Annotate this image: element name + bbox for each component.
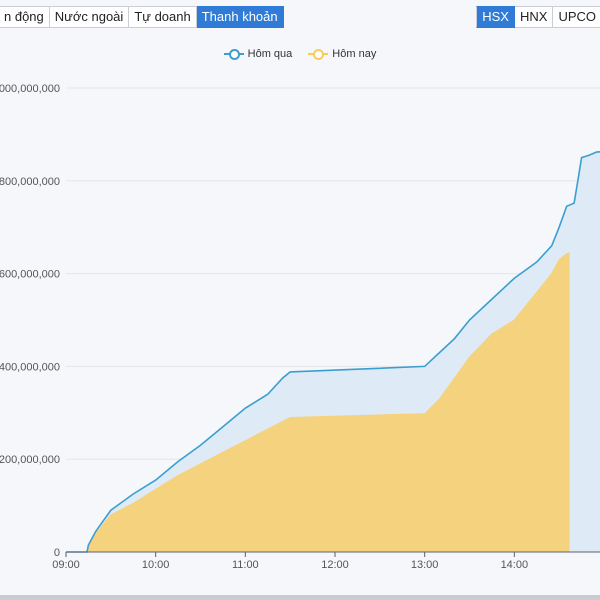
legend-label-today: Hôm nay bbox=[332, 48, 377, 60]
x-tick-label: 13:00 bbox=[411, 559, 439, 571]
series-area-today bbox=[66, 252, 570, 552]
legend-swatch-yesterday bbox=[223, 48, 244, 60]
series-areas bbox=[66, 151, 600, 553]
bottom-scrollbar[interactable] bbox=[0, 595, 600, 600]
x-tick-label: 09:00 bbox=[52, 559, 80, 571]
x-tick-label: 10:00 bbox=[142, 559, 170, 571]
x-tick-label: 11:00 bbox=[232, 559, 259, 571]
tab-thanh-khoan[interactable]: Thanh khoản bbox=[196, 6, 284, 28]
x-tick-label: 14:00 bbox=[501, 559, 529, 571]
y-tick-label: 400,000,000 bbox=[0, 361, 60, 373]
y-tick-label: 1,000,000,000 bbox=[0, 83, 60, 95]
tab-nuoc-ngoai[interactable]: Nước ngoài bbox=[49, 6, 130, 28]
y-tick-label: 800,000,000 bbox=[0, 176, 60, 188]
tab-hsx[interactable]: HSX bbox=[476, 6, 515, 28]
series-line-today bbox=[66, 252, 570, 553]
tab-dong-tien[interactable]: n động bbox=[0, 6, 50, 28]
view-tabs: n động Nước ngoài Tự doanh Thanh khoản bbox=[0, 6, 284, 28]
chart-legend: Hôm qua Hôm nay bbox=[0, 48, 600, 60]
x-tick-label: 12:00 bbox=[321, 559, 349, 571]
tab-hnx[interactable]: HNX bbox=[514, 6, 554, 28]
y-tick-label: 0 bbox=[54, 547, 60, 559]
axes: 0 200,000,000 400,000,000 600,000,000 800,00… bbox=[0, 83, 600, 571]
legend-label-yesterday: Hôm qua bbox=[247, 48, 293, 60]
legend-item-yesterday[interactable]: Hôm qua bbox=[223, 48, 293, 60]
legend-swatch-today bbox=[308, 48, 329, 60]
tab-tu-doanh[interactable]: Tự doanh bbox=[129, 6, 197, 28]
legend-item-today[interactable]: Hôm nay bbox=[308, 48, 376, 60]
series-line-yesterday bbox=[66, 151, 600, 553]
exchange-tabs: HSX HNX UPCO bbox=[476, 6, 600, 28]
y-tick-label: 200,000,000 bbox=[0, 454, 60, 466]
y-tick-label: 600,000,000 bbox=[0, 269, 60, 281]
tab-upcom[interactable]: UPCO bbox=[553, 6, 600, 28]
